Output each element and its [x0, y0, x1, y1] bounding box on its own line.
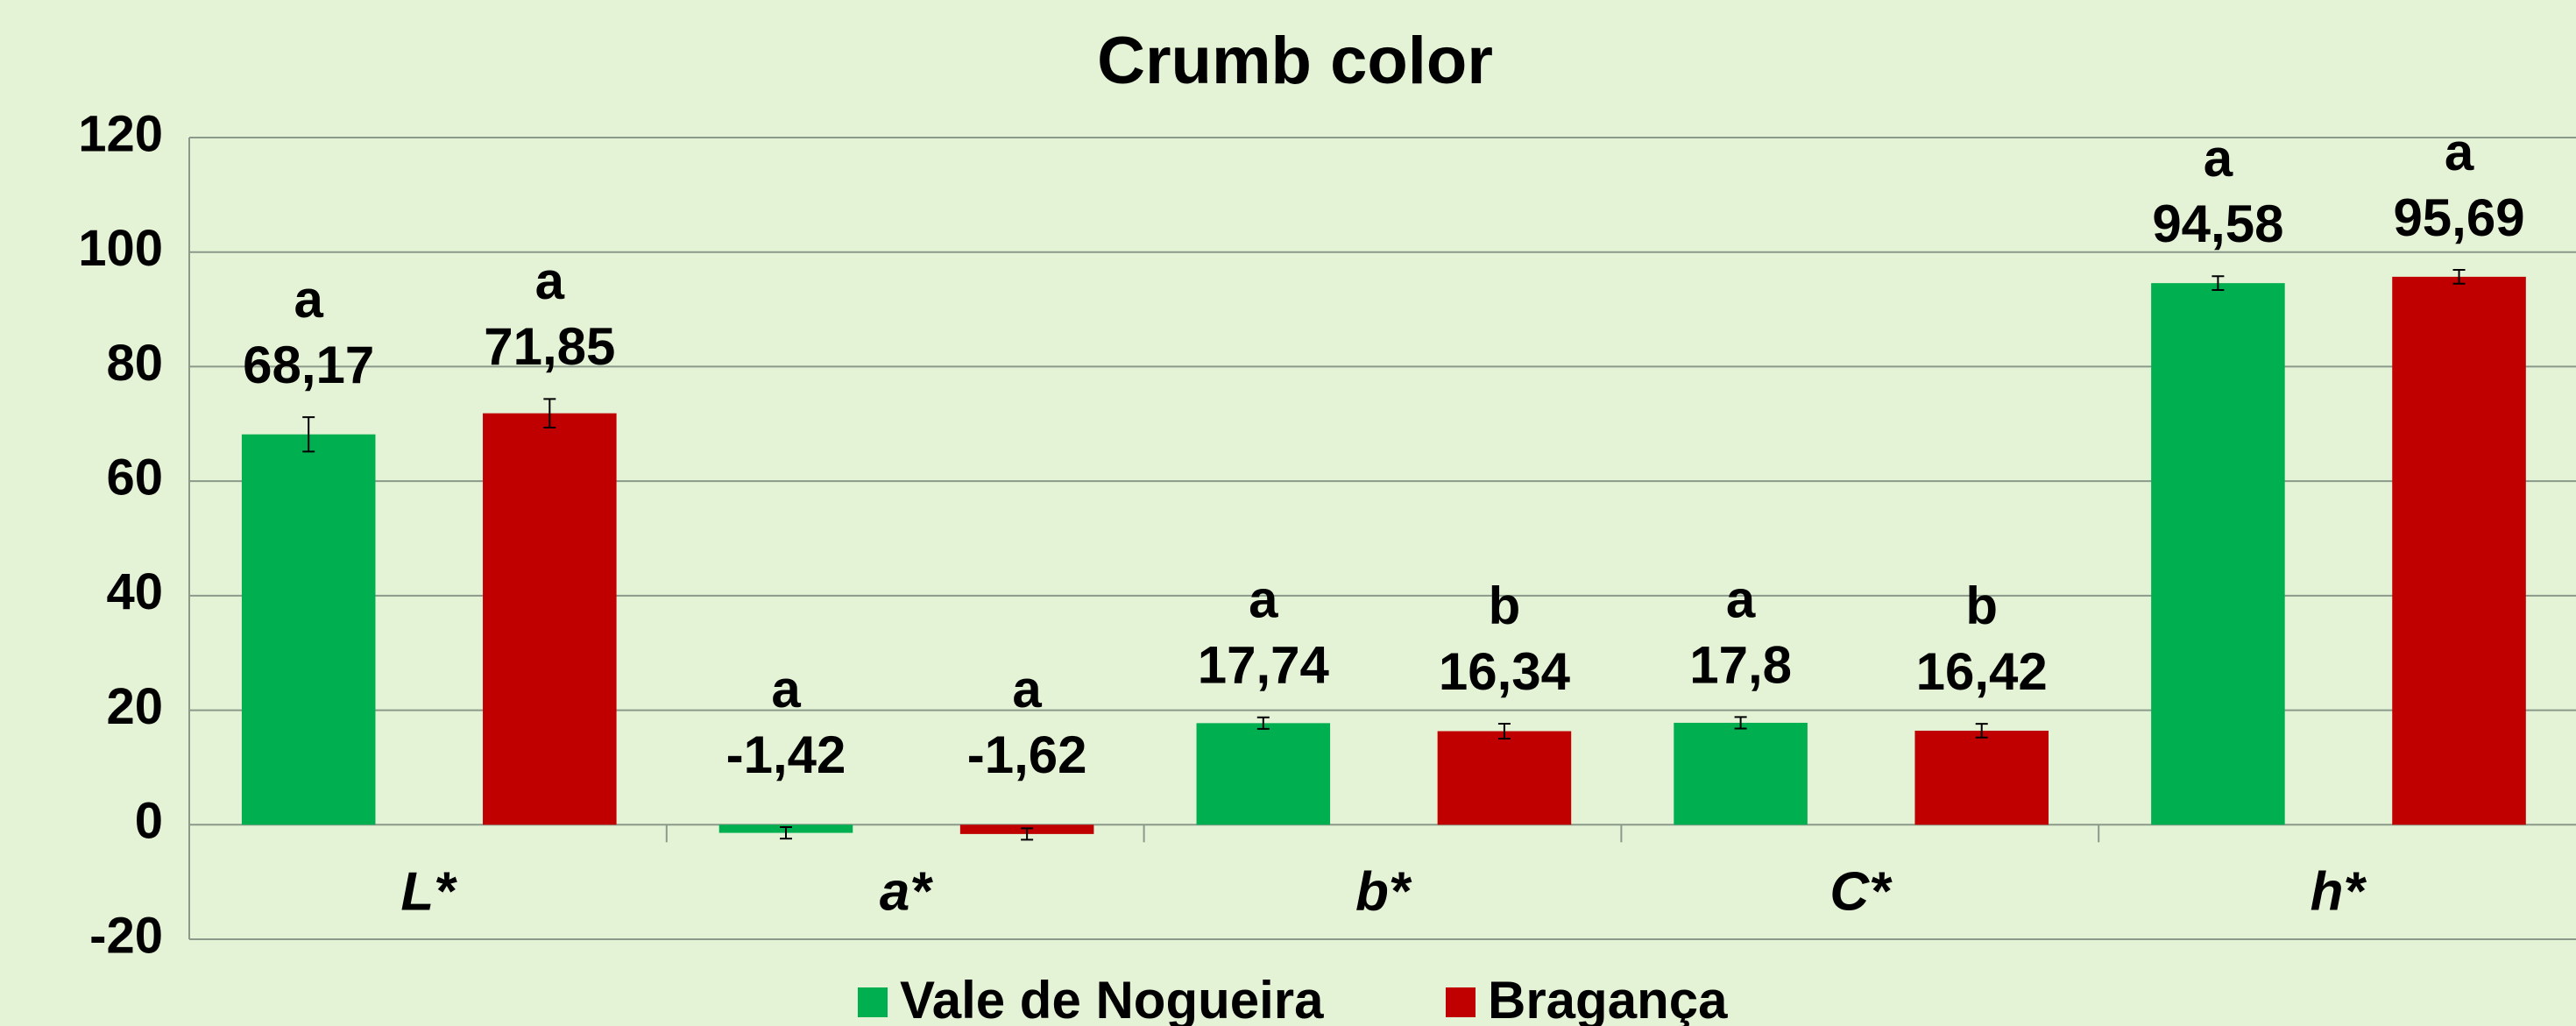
error-bar — [1975, 723, 1988, 739]
value-label: 17,8 — [1689, 635, 1792, 694]
bar — [2151, 283, 2285, 825]
x-tick-label: b* — [1355, 861, 1412, 922]
y-tick-label: 80 — [106, 335, 163, 392]
significance-letter: b — [1965, 577, 1998, 635]
significance-letter: a — [2445, 123, 2474, 181]
legend-label: Bragança — [1488, 971, 1728, 1026]
bar — [1914, 730, 2049, 825]
bar — [1196, 723, 1331, 825]
bar — [483, 413, 617, 825]
error-bar — [1256, 716, 1270, 730]
error-bar — [2212, 275, 2225, 291]
value-label: 95,69 — [2393, 188, 2524, 247]
bar — [1437, 731, 1572, 825]
y-tick-label: 20 — [106, 678, 163, 735]
bar — [241, 434, 376, 825]
value-label: 17,74 — [1198, 636, 1330, 695]
y-tick-label: 40 — [106, 563, 163, 620]
significance-letter: a — [1726, 570, 1756, 628]
y-tick-label: -20 — [89, 907, 163, 964]
significance-letter: b — [1489, 577, 1521, 635]
error-bar — [543, 398, 556, 429]
y-tick-label: 0 — [135, 793, 163, 850]
error-bar — [302, 416, 315, 453]
value-label: 94,58 — [2152, 195, 2283, 253]
y-tick-label: 120 — [78, 105, 163, 162]
legend-label: Vale de Nogueira — [900, 971, 1324, 1026]
significance-letter: a — [1012, 660, 1042, 718]
significance-letter: a — [535, 251, 565, 310]
x-tick-label: a* — [880, 861, 933, 922]
error-bar — [1021, 827, 1034, 841]
error-bar — [780, 826, 792, 840]
chart-title: Crumb color — [1097, 24, 1493, 98]
error-bar — [1497, 722, 1511, 739]
significance-letter: a — [771, 660, 801, 718]
value-label: 68,17 — [243, 336, 374, 394]
significance-letter: a — [1249, 570, 1278, 629]
significance-letter: a — [2204, 129, 2233, 188]
x-tick-label: h* — [2311, 861, 2367, 922]
error-bar — [2452, 269, 2466, 285]
legend-swatch — [858, 987, 888, 1017]
legend-swatch — [1446, 987, 1476, 1017]
x-tick-label: L* — [400, 861, 457, 922]
value-label: 71,85 — [484, 317, 615, 376]
value-label: 16,42 — [1916, 642, 2048, 701]
y-tick-label: 100 — [78, 220, 163, 277]
error-bar — [1734, 716, 1747, 730]
value-label: -1,42 — [726, 725, 846, 784]
bar — [2392, 276, 2526, 825]
significance-letter: a — [294, 270, 324, 329]
value-label: 16,34 — [1439, 642, 1571, 701]
value-label: -1,62 — [967, 725, 1087, 784]
bar — [1674, 722, 1808, 825]
y-tick-label: 60 — [106, 449, 163, 506]
x-tick-label: C* — [1829, 861, 1893, 922]
